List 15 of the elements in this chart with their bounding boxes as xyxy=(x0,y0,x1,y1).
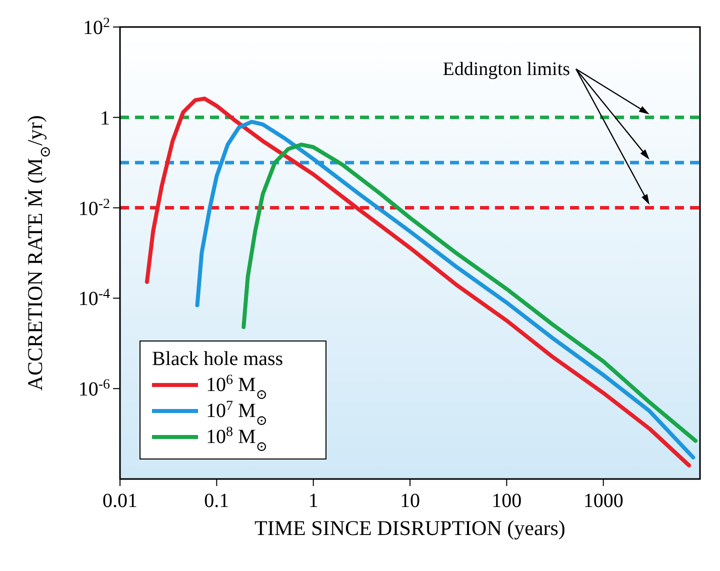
x-tick-label: 0.1 xyxy=(204,490,230,512)
y-tick-label: 10$^{-2}$ xyxy=(78,196,110,220)
annotation: Eddington limits xyxy=(442,59,570,80)
legend-label: 10$^{8}$ M$_{⊙}$ xyxy=(206,424,268,454)
x-axis-title: TIME SINCE DISRUPTION (years) xyxy=(254,516,566,540)
x-tick-label: 1000 xyxy=(583,490,624,512)
x-tick-label: 10 xyxy=(400,490,420,512)
y-tick-label: 10$^{2}$ xyxy=(83,16,110,39)
x-tick-label: 0.01 xyxy=(102,490,138,512)
x-tick-label: 100 xyxy=(492,490,522,512)
y-tick-label: 10$^{-6}$ xyxy=(78,377,110,401)
x-tick-label: 1 xyxy=(308,490,318,512)
legend-title: Black hole mass xyxy=(152,348,284,370)
y-tick-label: 10$^{-4}$ xyxy=(78,286,110,310)
y-tick-label: 1 xyxy=(100,107,110,130)
